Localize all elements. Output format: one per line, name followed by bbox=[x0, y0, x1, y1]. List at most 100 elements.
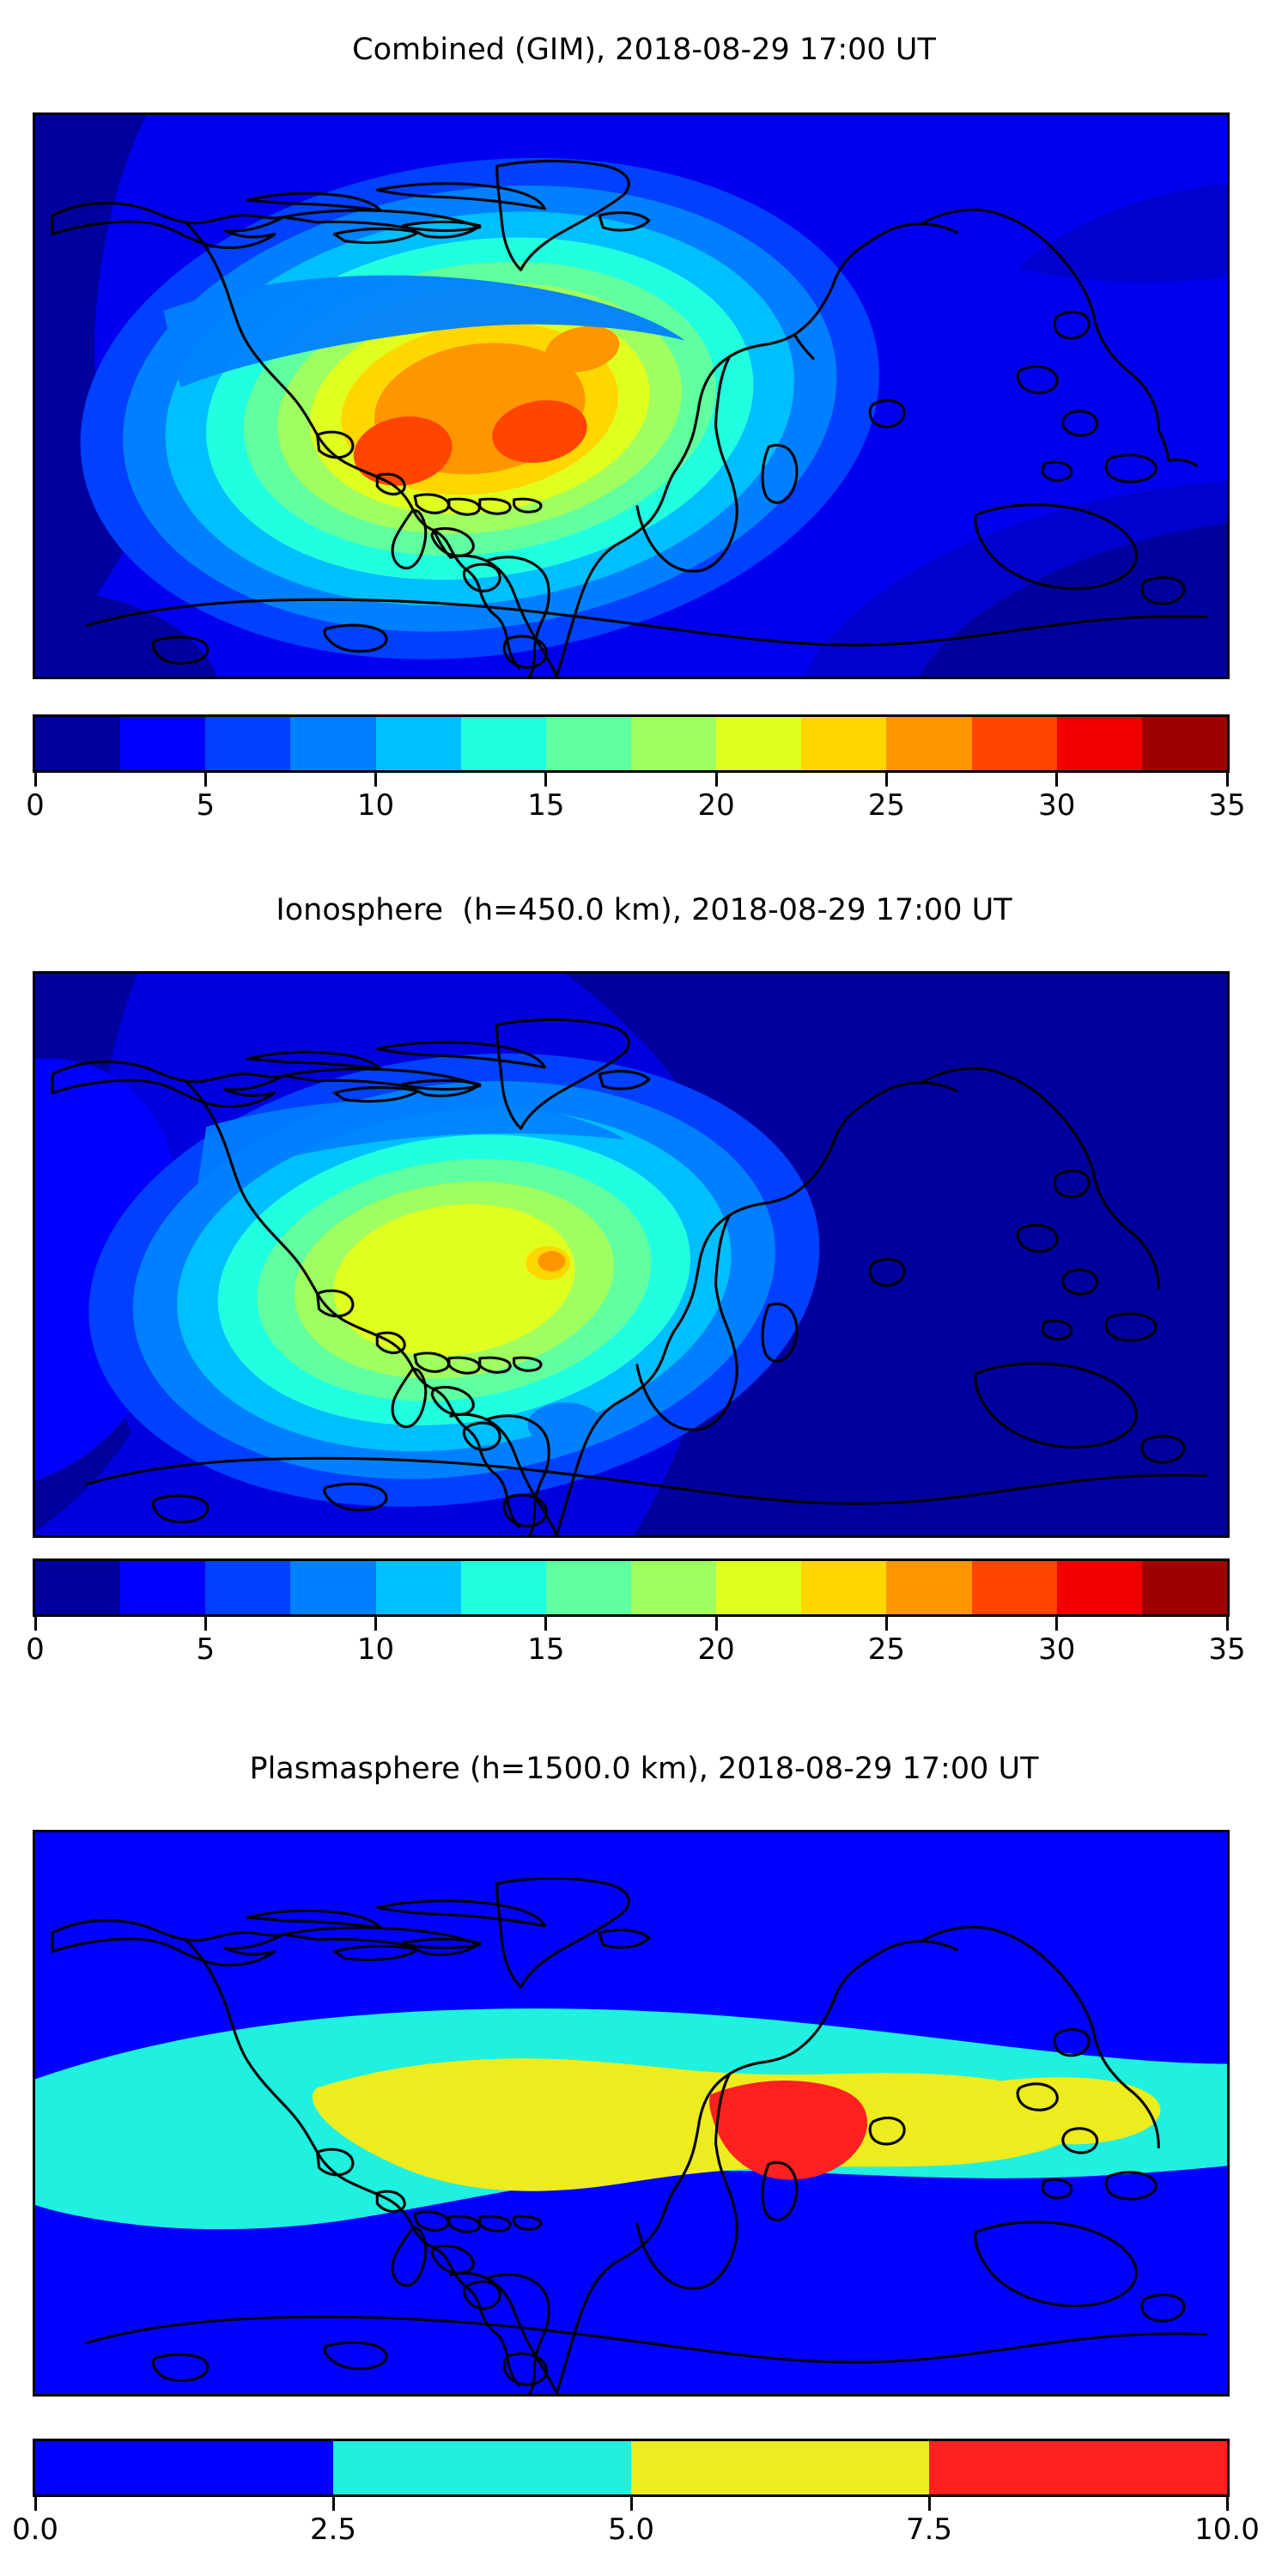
colorbar-band bbox=[205, 1561, 291, 1614]
colorbar-tick-label: 0 bbox=[26, 1632, 45, 1667]
colorbar-ticks-combined bbox=[33, 773, 1230, 787]
colorbar-band bbox=[290, 1561, 376, 1614]
colorbar-band bbox=[971, 717, 1057, 770]
panel-combined-gim: Combined (GIM), 2018-08-29 17:00 UT bbox=[0, 0, 1288, 859]
colorbar-band bbox=[375, 1561, 461, 1614]
map-plasmasphere bbox=[33, 1830, 1230, 2397]
colorbar-ticks-plasmasphere bbox=[33, 2497, 1230, 2511]
colorbar-tick-label: 10 bbox=[356, 788, 395, 823]
colorbar-band bbox=[290, 717, 376, 770]
map-svg-combined-gim bbox=[35, 115, 1227, 677]
colorbar-bands-ionosphere bbox=[33, 1558, 1230, 1617]
colorbar-tick-label: 5 bbox=[196, 1632, 216, 1667]
colorbar-tick bbox=[33, 1617, 37, 1631]
colorbar-tick-label: 0.0 bbox=[11, 2512, 59, 2547]
colorbar-band bbox=[460, 717, 546, 770]
colorbar-tick bbox=[714, 1617, 718, 1631]
colorbar-ionosphere: 0 5 10 15 20 25 30 35 bbox=[26, 1558, 1246, 1668]
colorbar-tick-label: 5 bbox=[196, 788, 216, 823]
colorbar-tick bbox=[33, 773, 37, 787]
colorbar-tick bbox=[331, 2497, 335, 2511]
colorbar-tick bbox=[1225, 1617, 1229, 1631]
colorbar-tick-label: 20 bbox=[697, 1632, 735, 1667]
colorbar-band bbox=[630, 1561, 717, 1614]
colorbar-tick bbox=[1055, 1617, 1059, 1631]
colorbar-tick bbox=[927, 2497, 931, 2511]
colorbar-band bbox=[801, 717, 887, 770]
map-svg-ionosphere bbox=[35, 974, 1227, 1535]
contour-fill-plasmasphere bbox=[35, 1832, 1227, 2394]
coastlines-combined bbox=[51, 159, 1208, 677]
colorbar-tick bbox=[374, 773, 378, 787]
colorbar-tick bbox=[714, 773, 718, 787]
colorbar-band bbox=[929, 2441, 1227, 2494]
colorbar-tick-label: 2.5 bbox=[309, 2512, 357, 2547]
colorbar-band bbox=[120, 717, 206, 770]
contour-fill-combined bbox=[35, 115, 1227, 677]
colorbar-tick-label: 15 bbox=[527, 1632, 565, 1667]
colorbar-tick-label: 30 bbox=[1038, 788, 1076, 823]
colorbar-tick bbox=[374, 1617, 378, 1631]
colorbar-tick-label: 30 bbox=[1038, 1632, 1076, 1667]
colorbar-band bbox=[886, 1561, 972, 1614]
colorbar-tick bbox=[544, 1617, 548, 1631]
colorbar-band bbox=[1141, 717, 1227, 770]
colorbar-band bbox=[1141, 1561, 1227, 1614]
colorbar-labels-ionosphere: 0 5 10 15 20 25 30 35 bbox=[26, 1631, 1245, 1668]
colorbar-band bbox=[35, 717, 121, 770]
colorbar-tick-label: 35 bbox=[1208, 788, 1246, 823]
panel-plasmasphere: Plasmasphere (h=1500.0 km), 2018-08-29 1… bbox=[0, 1717, 1288, 2576]
colorbar-bands-plasmasphere bbox=[33, 2439, 1230, 2497]
colorbar-tick-label: 10.0 bbox=[1194, 2512, 1260, 2547]
colorbar-tick-label: 25 bbox=[867, 1632, 906, 1667]
colorbar-ticks-ionosphere bbox=[33, 1617, 1230, 1631]
colorbar-tick bbox=[33, 2497, 37, 2511]
colorbar-band bbox=[35, 1561, 121, 1614]
colorbar-band bbox=[1056, 717, 1142, 770]
colorbar-band bbox=[333, 2441, 631, 2494]
colorbar-band bbox=[375, 717, 461, 770]
colorbar-tick bbox=[884, 773, 888, 787]
colorbar-band bbox=[801, 1561, 887, 1614]
colorbar-band bbox=[630, 717, 717, 770]
colorbar-tick-label: 20 bbox=[697, 788, 735, 823]
colorbar-tick-label: 10 bbox=[356, 1632, 395, 1667]
colorbar-tick-label: 15 bbox=[527, 788, 565, 823]
coastlines-ionosphere bbox=[51, 1018, 1208, 1535]
colorbar-tick bbox=[1225, 2497, 1229, 2511]
colorbar-band bbox=[716, 717, 802, 770]
colorbar-tick bbox=[204, 773, 207, 787]
panel-title-combined-gim: Combined (GIM), 2018-08-29 17:00 UT bbox=[352, 33, 936, 67]
colorbar-band bbox=[460, 1561, 546, 1614]
colorbar-band bbox=[716, 1561, 802, 1614]
contour-fill-ionosphere bbox=[35, 974, 1227, 1535]
colorbar-tick bbox=[1225, 773, 1229, 787]
colorbar-plasmasphere: 0.0 2.5 5.0 7.5 10.0 bbox=[12, 2439, 1260, 2549]
colorbar-tick-label: 7.5 bbox=[905, 2512, 953, 2547]
panel-title-plasmasphere: Plasmasphere (h=1500.0 km), 2018-08-29 1… bbox=[249, 1752, 1039, 1786]
colorbar-tick bbox=[884, 1617, 888, 1631]
map-svg-plasmasphere bbox=[35, 1832, 1227, 2394]
colorbar-combined-gim: 0 5 10 15 20 25 30 35 bbox=[26, 714, 1246, 824]
colorbar-tick bbox=[204, 1617, 207, 1631]
colorbar-tick bbox=[629, 2497, 633, 2511]
colorbar-tick-label: 0 bbox=[26, 788, 45, 823]
colorbar-band bbox=[545, 717, 631, 770]
colorbar-band bbox=[205, 717, 291, 770]
colorbar-band bbox=[1056, 1561, 1142, 1614]
colorbar-tick bbox=[544, 773, 548, 787]
colorbar-band bbox=[631, 2441, 929, 2494]
panel-ionosphere: Ionosphere (h=450.0 km), 2018-08-29 17:0… bbox=[0, 859, 1288, 1717]
colorbar-band bbox=[971, 1561, 1057, 1614]
map-combined-gim bbox=[33, 112, 1230, 679]
colorbar-labels-plasmasphere: 0.0 2.5 5.0 7.5 10.0 bbox=[12, 2511, 1260, 2549]
colorbar-tick-label: 5.0 bbox=[607, 2512, 655, 2547]
map-ionosphere bbox=[33, 971, 1230, 1538]
colorbar-bands-combined bbox=[33, 714, 1230, 773]
coastlines-plasmasphere bbox=[51, 1876, 1208, 2394]
colorbar-band bbox=[120, 1561, 206, 1614]
colorbar-tick-label: 35 bbox=[1208, 1632, 1246, 1667]
panel-title-ionosphere: Ionosphere (h=450.0 km), 2018-08-29 17:0… bbox=[276, 893, 1012, 927]
colorbar-band bbox=[545, 1561, 631, 1614]
